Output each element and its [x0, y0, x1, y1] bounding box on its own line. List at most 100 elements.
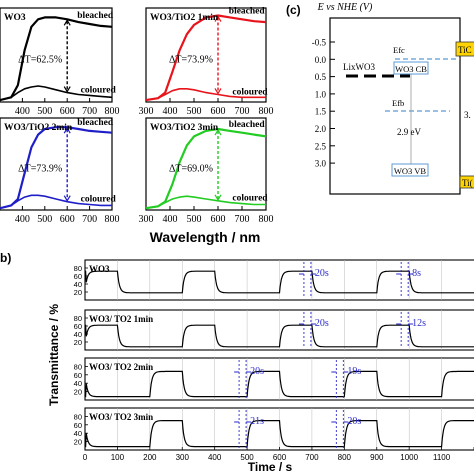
switch-time-label: 20s: [315, 318, 329, 329]
time-tick-label: 500: [240, 453, 254, 462]
energy-tick-label: 0.0: [315, 55, 327, 65]
delta-t-label: ΔT=73.9%: [169, 55, 213, 66]
energy-tick-label: 0.5: [315, 72, 327, 82]
switch-time-label: 12s: [412, 318, 426, 329]
x-tick-label: 300: [139, 214, 154, 225]
spectrum-panel-3: 400 500 600 700 800 bleached coloured ΔT=73.9% W…: [0, 117, 120, 225]
efc-label: Efc: [393, 45, 405, 55]
switching-title: WO3/ TO2 2min: [89, 362, 153, 372]
wo3-vb-label: WO3 VB: [394, 166, 427, 176]
y-tick-label: 40: [74, 280, 82, 289]
x-tick-label: 400: [15, 214, 30, 225]
y-tick-label: 80: [74, 314, 82, 323]
switch-time-label: 20s: [315, 268, 329, 279]
panel-title: WO3: [4, 13, 26, 23]
switch-time-label: 19s: [347, 366, 361, 377]
y-tick-label: 20: [74, 288, 82, 297]
series-bleached: [145, 127, 267, 210]
y-tick-label: 40: [74, 429, 82, 438]
spectrum-frame: [145, 7, 267, 103]
spectrum-panel-4: 300 400 500 600 700 800 bleached coloured ΔT=69.…: [139, 117, 274, 225]
series-bleached: [0, 126, 113, 210]
time-tick-label: 600: [273, 453, 287, 462]
panel-b-ylabel: Transmittance / %: [47, 304, 61, 406]
energy-axis-title: E vs NHE (V): [317, 2, 373, 13]
time-tick-label: 1100: [433, 453, 451, 462]
series-coloured: [145, 195, 266, 209]
x-tick-label: 800: [105, 214, 120, 225]
delta-arrow-head-down: [214, 88, 222, 95]
wo3-cb-box: [393, 61, 429, 75]
switching-title: WO3: [89, 264, 110, 274]
tio2-cb-badge-text: TiC: [458, 45, 472, 55]
x-tick-label: 500: [187, 106, 202, 117]
x-tick-label: 600: [60, 106, 75, 117]
energy-tick-label: 1.5: [315, 107, 327, 117]
switching-frame: [84, 309, 474, 351]
panel-b-label: (b): [0, 251, 11, 265]
tio2-gap-value: 3.: [464, 110, 471, 120]
delta-arrow-head-up: [214, 15, 222, 22]
y-tick-label: 60: [74, 421, 82, 430]
spectrum-frame: [145, 117, 267, 211]
y-tick-label: 20: [74, 338, 82, 347]
spectrum-frame: [0, 7, 113, 103]
switching-series: [85, 324, 474, 348]
delta-arrow-head-down: [63, 86, 71, 93]
tio2-vb-badge-text: Ti(: [462, 178, 473, 188]
x-tick-label: 500: [37, 106, 52, 117]
bleached-label: bleached: [229, 6, 266, 16]
time-tick-label: 900: [370, 453, 384, 462]
switching-series: [85, 370, 474, 398]
switching-frame: [84, 259, 474, 301]
switch-time-label: 21s: [250, 416, 264, 427]
time-tick-label: 800: [338, 453, 352, 462]
y-tick-label: 40: [74, 379, 82, 388]
x-tick-label: 700: [235, 214, 250, 225]
y-tick-label: 80: [74, 264, 82, 273]
x-tick-label: 700: [82, 214, 97, 225]
y-tick-label: 60: [74, 272, 82, 281]
time-tick-label: 400: [208, 453, 222, 462]
switching-title: WO3/ TO2 3min: [89, 412, 153, 422]
energy-axis-frame: [329, 17, 461, 195]
x-tick-label: 400: [163, 214, 178, 225]
time-tick-label: 0: [83, 453, 88, 462]
delta-t-label: ΔT=69.0%: [169, 163, 213, 174]
liwo3-label: LixWO3: [343, 62, 375, 72]
x-tick-label: 800: [105, 106, 120, 117]
series-coloured: [0, 194, 112, 209]
x-tick-label: 700: [82, 106, 97, 117]
x-tick-label: 400: [163, 106, 178, 117]
tio2-cb-badge: [455, 41, 474, 57]
y-tick-label: 60: [74, 322, 82, 331]
energy-tick-label: 1.0: [315, 89, 327, 99]
x-tick-label: 600: [211, 214, 226, 225]
x-tick-label: 700: [235, 106, 250, 117]
spectrum-panel-1: 400 500 600 700 800 bleached coloured ΔT=62.5% W…: [0, 7, 120, 117]
switching-title: WO3/ TO2 1min: [89, 314, 153, 324]
delta-arrow-head-up: [214, 128, 222, 136]
panel-title: WO3/TiO2 2min: [4, 123, 73, 133]
x-tick-label: 500: [37, 214, 52, 225]
y-tick-label: 40: [74, 330, 82, 339]
coloured-label: coloured: [81, 85, 117, 95]
delta-t-label: ΔT=73.9%: [18, 163, 62, 174]
panel-a-spectra: 400 500 600 700 800bleachedcolouredΔT=62.5%W…: [0, 6, 274, 225]
panel-b-xlabel: Time / s: [248, 460, 293, 474]
delta-arrow-head-down: [214, 194, 222, 201]
time-tick-label: 700: [305, 453, 319, 462]
time-tick-label: 200: [143, 453, 157, 462]
spectrum-frame: [0, 117, 113, 211]
switching-series: [85, 420, 474, 448]
tio2-vb-badge: [459, 175, 474, 189]
energy-tick-label: 2.0: [315, 124, 327, 134]
delta-arrow-head-up: [63, 127, 71, 134]
switching-frame: [84, 357, 474, 401]
energy-tick-label: 3.0: [315, 159, 327, 169]
efb-label: Efb: [392, 98, 404, 108]
x-tick-label: 800: [259, 214, 274, 225]
